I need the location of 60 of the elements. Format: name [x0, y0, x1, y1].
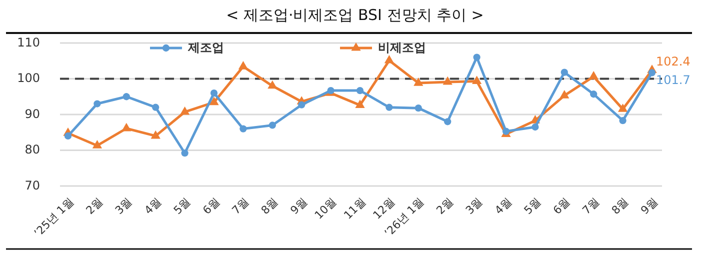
point [414, 104, 422, 112]
x-tick-label: 8월 [609, 195, 632, 217]
y-tick-label: 110 [17, 35, 40, 50]
x-tick-label: 5월 [171, 195, 194, 217]
legend-label: 제조업 [187, 40, 224, 54]
x-tick-label: 4월 [492, 195, 514, 217]
point [92, 140, 102, 148]
x-tick-label: 3월 [463, 195, 486, 217]
x-tick-label: 9월 [288, 195, 310, 217]
x-tick-label: 8월 [258, 195, 281, 217]
point [152, 104, 160, 111]
point [618, 104, 628, 112]
point [268, 80, 278, 89]
x-tick-label: 5월 [522, 195, 544, 217]
point [386, 104, 393, 111]
x-tick-label: 3월 [112, 195, 135, 217]
point [209, 96, 219, 106]
y-tick-label: 70 [24, 178, 40, 192]
x-tick-label: 7월 [230, 195, 252, 217]
point [268, 122, 276, 129]
point [122, 93, 130, 100]
point [442, 76, 452, 85]
point [180, 106, 190, 115]
data-label: 102.4 [656, 54, 690, 68]
x-tick-label: 2월 [84, 195, 106, 217]
point [444, 118, 452, 126]
point [181, 150, 188, 157]
data-label: 101.7 [656, 72, 690, 87]
x-tick-label: 9월 [638, 195, 660, 217]
y-tick-label: 90 [24, 106, 40, 121]
point [122, 122, 132, 132]
y-tick-label: 80 [24, 142, 40, 157]
point [648, 69, 656, 76]
point [472, 76, 482, 84]
point [384, 54, 394, 64]
point [588, 71, 598, 80]
point [355, 100, 365, 108]
x-tick-label: 4월 [142, 195, 164, 217]
legend-label: 비제조업 [378, 40, 426, 54]
point [94, 100, 101, 108]
x-tick-label: 6월 [200, 195, 222, 217]
x-tick-label: 6월 [550, 195, 573, 217]
point [560, 68, 568, 76]
point [356, 86, 364, 94]
x-tick-label: 7월 [580, 195, 602, 217]
point [532, 123, 539, 131]
point [590, 90, 598, 98]
point [210, 89, 218, 97]
point [64, 132, 72, 140]
x-tick-label: 2월 [434, 195, 456, 217]
point [619, 117, 626, 124]
chart-title: < 제조업·비제조업 BSI 전망치 추이 > [226, 6, 484, 24]
y-tick-label: 100 [17, 71, 40, 86]
point [473, 54, 480, 61]
point [238, 61, 248, 70]
point [240, 125, 247, 132]
point [560, 90, 570, 98]
point [414, 77, 424, 86]
point [298, 101, 306, 108]
point [150, 130, 160, 139]
